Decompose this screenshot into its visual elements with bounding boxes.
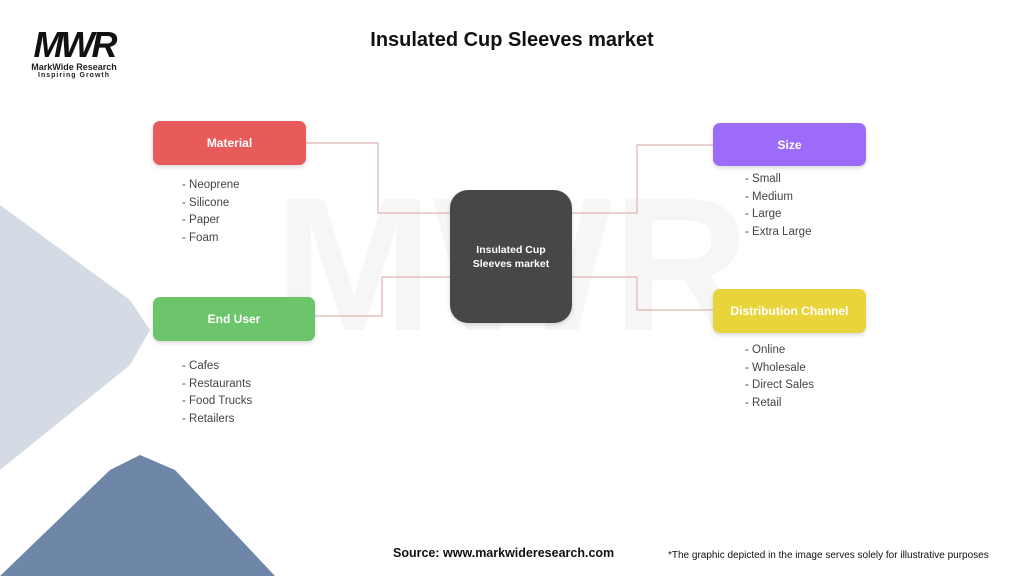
logo-tagline: Inspiring Growth [38, 72, 110, 79]
logo-mark: MWR [33, 24, 118, 65]
connector-size [562, 144, 713, 214]
list-item: - Wholesale [745, 361, 806, 374]
list-item: - Food Trucks [182, 395, 253, 407]
connector-distribution [562, 276, 713, 311]
disclaimer-text: *The graphic depicted in the image serve… [668, 550, 989, 561]
list-item: - Retailers [182, 412, 235, 425]
list-item: - Extra Large [745, 225, 812, 238]
list-item: - Neoprene [182, 179, 240, 191]
size-list: - Small - Medium - Large - Extra Large [745, 171, 811, 241]
list-item: - Online [745, 344, 786, 356]
distribution-channel-list: - Online - Wholesale - Direct Sales - Re… [745, 342, 814, 412]
source-text: Source: www.markwideresearch.com [393, 546, 615, 560]
connector-end-user [315, 276, 450, 317]
logo: MWR MarkWide Research Inspiring Growth [22, 24, 126, 80]
page-title: Insulated Cup Sleeves market [370, 29, 654, 51]
logo-name: MarkWide Research [31, 62, 117, 72]
list-item: - Foam [182, 231, 219, 244]
list-item: - Paper [182, 214, 220, 226]
category-end-user: End User [153, 297, 315, 341]
list-item: - Small [745, 173, 781, 185]
list-item: - Cafes [182, 360, 220, 372]
list-item: - Medium [745, 190, 793, 203]
end-user-list: - Cafes - Restaurants - Food Trucks - Re… [182, 358, 252, 428]
list-item: - Large [745, 208, 782, 220]
category-size: Size [713, 123, 866, 166]
list-item: - Silicone [182, 196, 230, 209]
category-distribution-channel: Distribution Channel [713, 289, 866, 333]
category-material: Material [153, 121, 306, 165]
list-item: - Retail [745, 396, 782, 409]
center-node: Insulated Cup Sleeves market [450, 190, 572, 323]
list-item: - Direct Sales [745, 379, 815, 391]
connector-material [306, 142, 450, 214]
list-item: - Restaurants [182, 377, 252, 390]
material-list: - Neoprene - Silicone - Paper - Foam [182, 177, 240, 247]
connector-lines [306, 142, 713, 317]
left-triangle-shape [0, 205, 150, 470]
bottom-triangle-shape [0, 455, 275, 576]
